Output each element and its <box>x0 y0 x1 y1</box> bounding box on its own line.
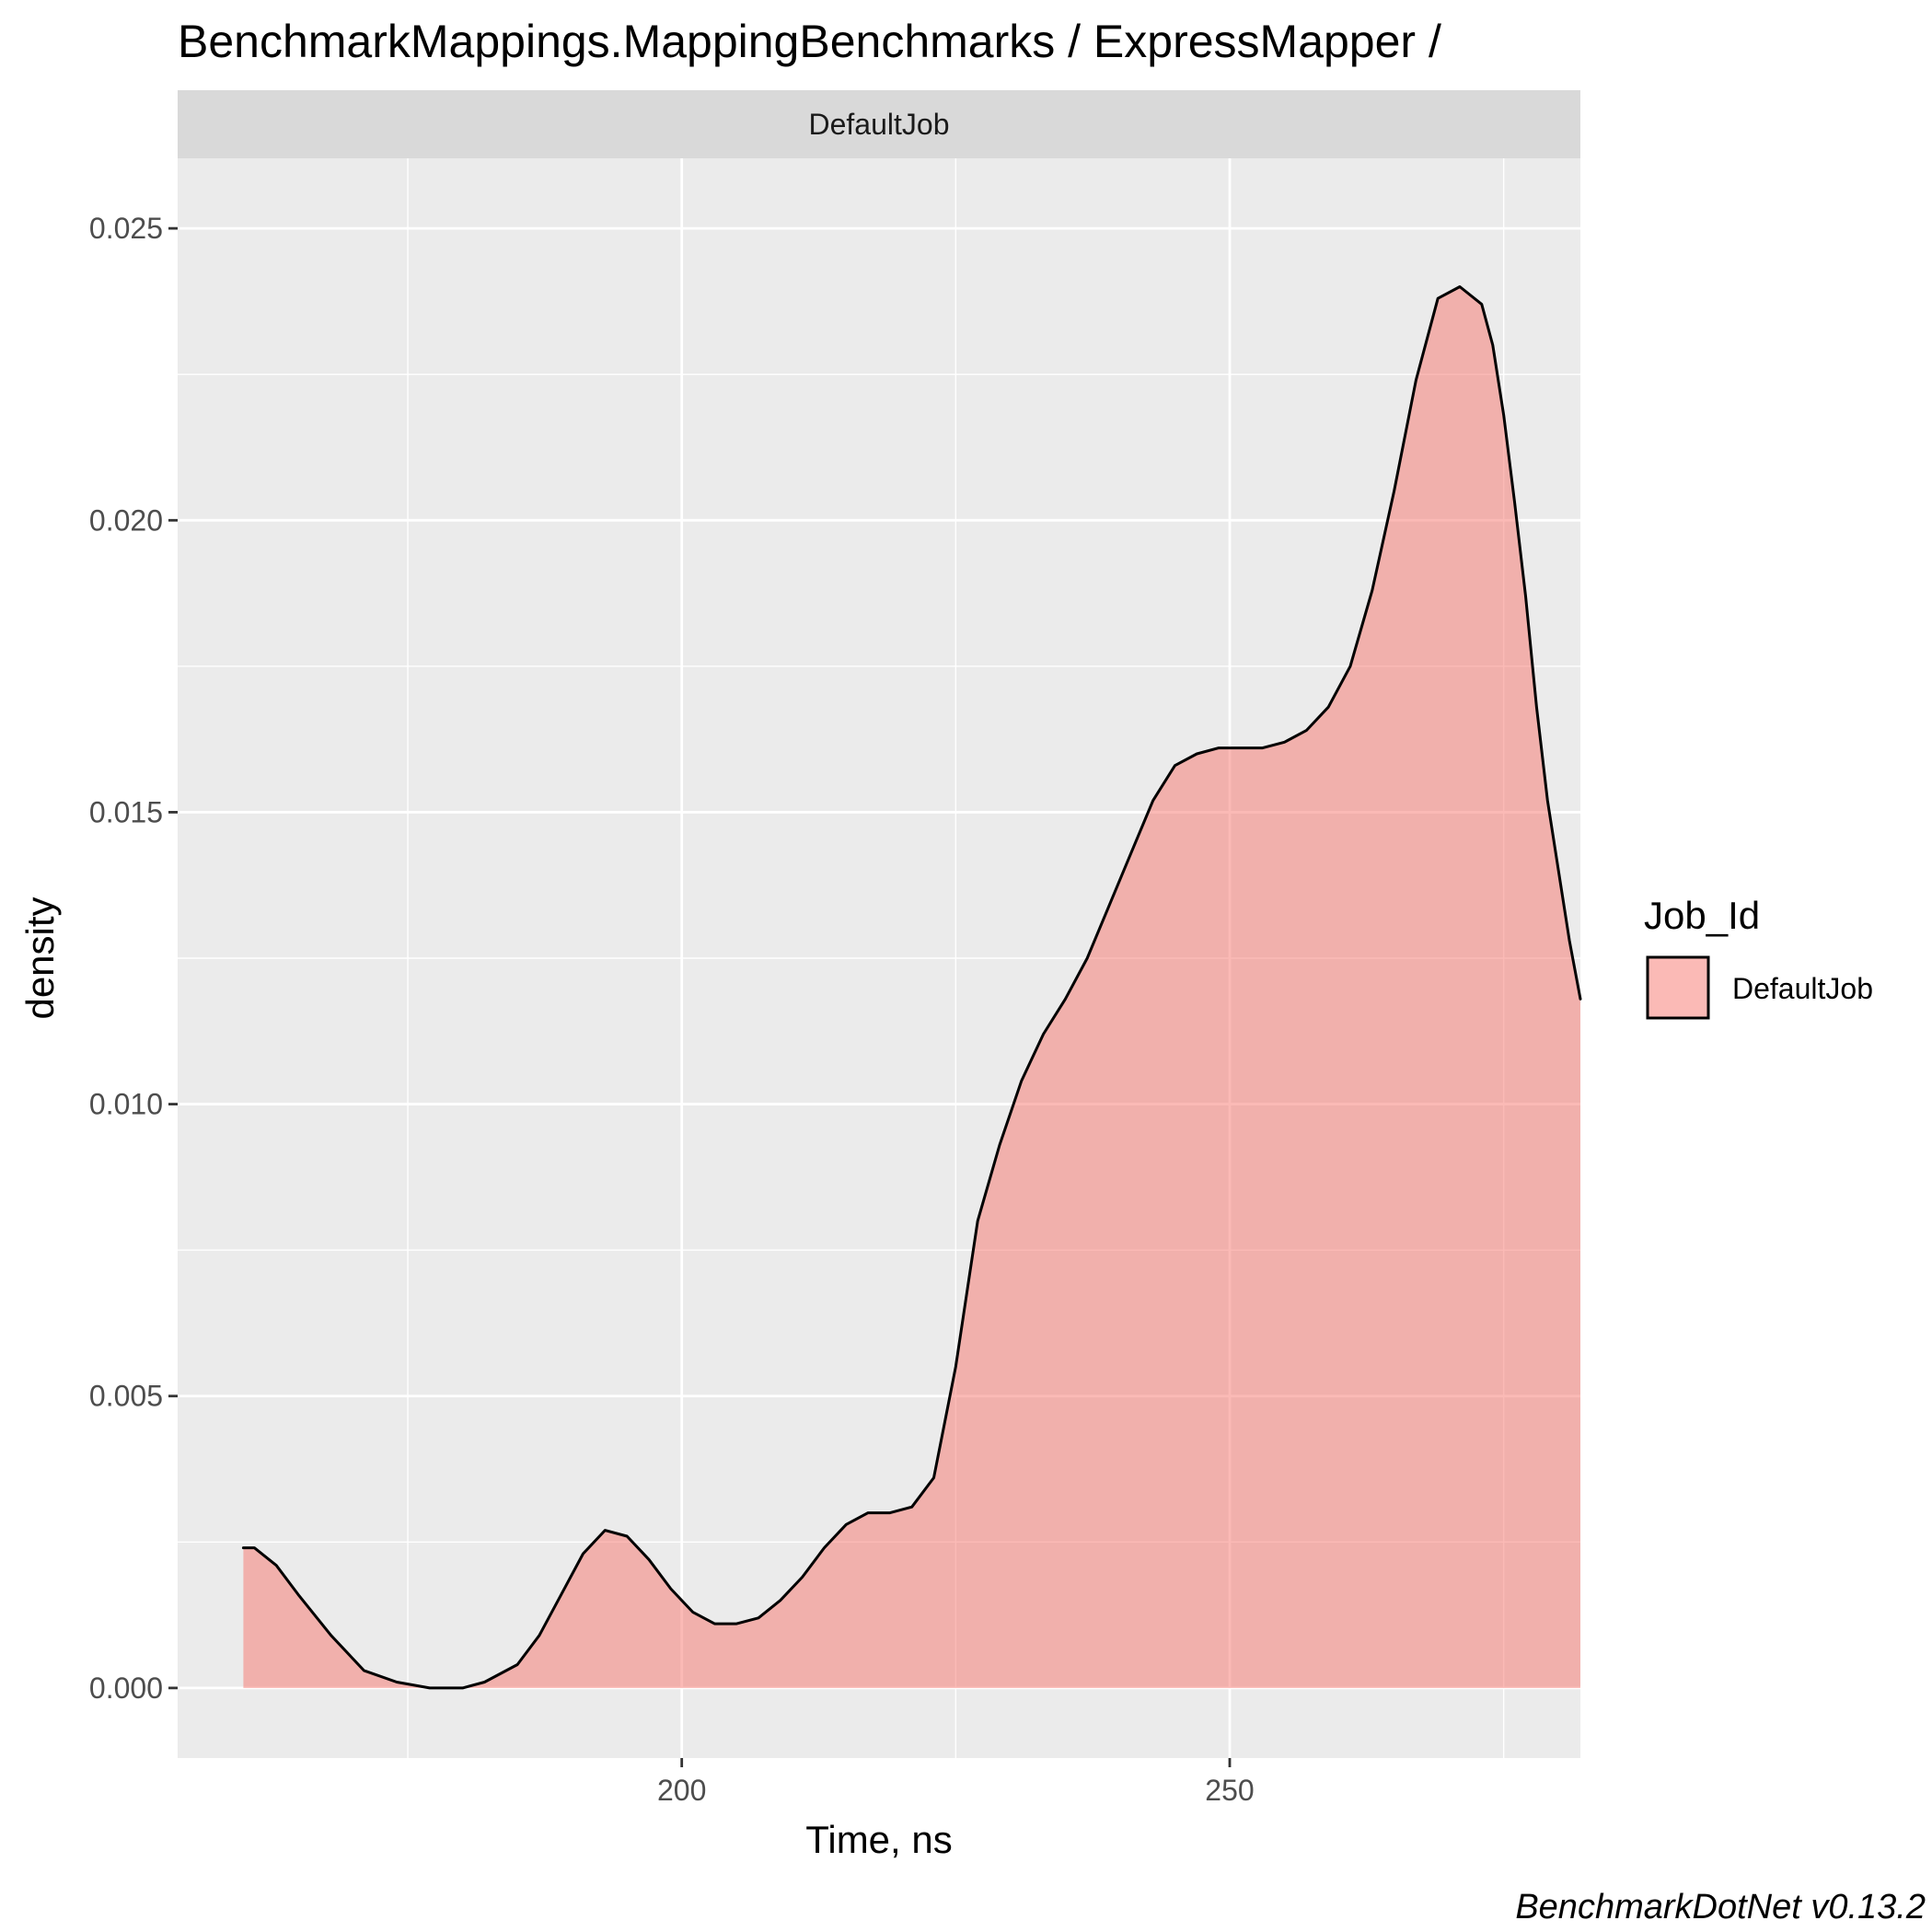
y-axis-title: density <box>18 897 62 1019</box>
legend-title: Job_Id <box>1644 894 1760 937</box>
y-tick-label: 0.000 <box>89 1672 163 1705</box>
y-tick-label: 0.025 <box>89 212 163 245</box>
facet-strip <box>178 90 1580 158</box>
y-tick-label: 0.005 <box>89 1380 163 1413</box>
y-tick-label: 0.010 <box>89 1088 163 1121</box>
x-axis-title: Time, ns <box>805 1818 952 1861</box>
density-line <box>241 285 1582 1690</box>
x-axis: 200 250 <box>657 1758 1255 1807</box>
y-tick-label: 0.015 <box>89 795 163 828</box>
legend-key-defaultjob <box>1646 955 1710 1020</box>
y-tick-label: 0.020 <box>89 503 163 537</box>
facet-strip-label: DefaultJob <box>809 108 950 141</box>
density-area <box>243 286 1580 1688</box>
y-axis: 0.000 0.005 0.010 0.015 0.020 0.025 <box>89 212 178 1705</box>
legend: Job_Id DefaultJob <box>1644 894 1873 1020</box>
density-series <box>241 285 1582 1690</box>
x-tick-label: 250 <box>1205 1774 1254 1807</box>
chart-caption: BenchmarkDotNet v0.13.2 <box>1515 1888 1926 1926</box>
chart-title: BenchmarkMappings.MappingBenchmarks / Ex… <box>178 16 1441 67</box>
legend-label-defaultjob: DefaultJob <box>1732 972 1873 1005</box>
x-tick-label: 200 <box>657 1774 706 1807</box>
